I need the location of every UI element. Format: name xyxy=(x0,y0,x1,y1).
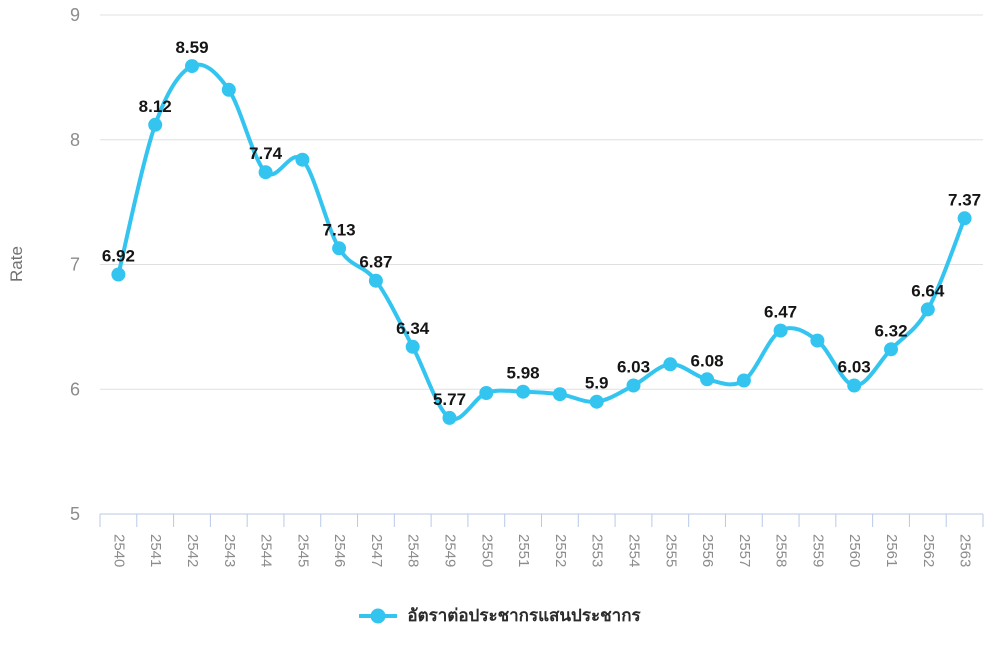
data-points xyxy=(111,59,972,425)
data-label: 8.59 xyxy=(175,38,208,57)
x-tick-label: 2562 xyxy=(920,534,937,567)
data-label: 6.34 xyxy=(396,319,430,338)
y-axis-title: Rate xyxy=(7,246,26,282)
data-label: 8.12 xyxy=(139,97,172,116)
data-point[interactable] xyxy=(773,323,788,338)
data-label: 6.87 xyxy=(359,253,392,272)
legend-marker-icon xyxy=(359,608,398,623)
data-label: 5.98 xyxy=(507,364,540,383)
legend-label: อัตราต่อประชากรแสนประชากร xyxy=(407,606,641,625)
data-point[interactable] xyxy=(810,333,825,348)
y-tick-label: 9 xyxy=(70,5,80,25)
data-point[interactable] xyxy=(258,165,273,180)
x-tick-label: 2556 xyxy=(699,534,716,567)
y-tick-label: 7 xyxy=(70,255,80,275)
x-tick-label: 2559 xyxy=(809,534,826,567)
x-tick-label: 2560 xyxy=(846,534,863,567)
data-label: 6.03 xyxy=(838,358,871,377)
x-axis-tick-labels: 2540 2541 2542 2543 2544 2545 2546 2547 2548 2549… xyxy=(110,534,973,567)
x-tick-label: 2561 xyxy=(883,534,900,567)
x-tick-label: 2555 xyxy=(662,534,679,567)
x-tick-label: 2554 xyxy=(625,534,642,567)
data-point[interactable] xyxy=(405,339,420,354)
data-point[interactable] xyxy=(626,378,641,393)
data-label: 7.74 xyxy=(249,144,283,163)
x-tick-label: 2552 xyxy=(552,534,569,567)
x-tick-label: 2548 xyxy=(405,534,422,567)
x-tick-label: 2546 xyxy=(331,534,348,567)
data-point[interactable] xyxy=(332,241,347,256)
x-tick-label: 2563 xyxy=(957,534,974,567)
data-point[interactable] xyxy=(368,273,383,288)
data-label: 7.13 xyxy=(323,220,356,239)
data-label: 6.47 xyxy=(764,303,797,322)
data-labels: 6.92 8.12 8.59 7.74 7.136.87 6.34 5.77 5.98 5.9 6… xyxy=(102,38,981,409)
y-axis-tick-labels: 9 8 7 6 5 xyxy=(70,5,80,524)
data-point[interactable] xyxy=(552,387,567,402)
x-tick-label: 2547 xyxy=(368,534,385,567)
data-point[interactable] xyxy=(920,302,935,317)
x-tick-label: 2545 xyxy=(294,534,311,567)
data-point[interactable] xyxy=(847,378,862,393)
x-axis xyxy=(99,513,984,527)
data-point[interactable] xyxy=(221,82,236,97)
x-tick-label: 2540 xyxy=(110,534,127,567)
data-label: 6.08 xyxy=(691,351,724,370)
data-point[interactable] xyxy=(148,117,163,132)
data-point[interactable] xyxy=(884,342,898,357)
x-tick-label: 2557 xyxy=(736,534,753,567)
data-label: 5.9 xyxy=(585,374,609,393)
x-tick-label: 2543 xyxy=(221,534,238,567)
y-tick-label: 5 xyxy=(70,504,80,524)
data-point[interactable] xyxy=(516,384,531,399)
data-label: 5.77 xyxy=(433,390,466,409)
data-label: 6.32 xyxy=(874,321,907,340)
data-point[interactable] xyxy=(111,267,126,282)
x-tick-label: 2542 xyxy=(184,534,201,567)
x-tick-label: 2549 xyxy=(442,534,459,567)
data-point[interactable] xyxy=(957,211,972,226)
data-point[interactable] xyxy=(295,152,310,167)
data-label: 7.37 xyxy=(948,190,981,209)
data-point[interactable] xyxy=(736,373,751,388)
data-point[interactable] xyxy=(185,59,199,74)
x-tick-label: 2551 xyxy=(515,534,532,567)
data-point[interactable] xyxy=(589,394,604,409)
gridlines xyxy=(100,14,983,390)
data-point[interactable] xyxy=(479,386,494,400)
data-point[interactable] xyxy=(700,372,715,387)
x-tick-label: 2553 xyxy=(589,534,606,567)
data-point[interactable] xyxy=(442,410,457,425)
data-label: 6.64 xyxy=(911,281,945,300)
x-tick-label: 2541 xyxy=(147,534,164,567)
y-tick-label: 6 xyxy=(70,379,80,399)
data-label: 6.03 xyxy=(617,358,650,377)
x-tick-label: 2550 xyxy=(478,534,495,567)
legend-item[interactable]: อัตราต่อประชากรแสนประชากร xyxy=(0,602,1000,629)
y-tick-label: 8 xyxy=(70,130,80,150)
data-label: 6.92 xyxy=(102,247,135,266)
data-point[interactable] xyxy=(663,357,678,372)
x-tick-label: 2558 xyxy=(773,534,790,567)
x-tick-label: 2544 xyxy=(258,534,275,567)
